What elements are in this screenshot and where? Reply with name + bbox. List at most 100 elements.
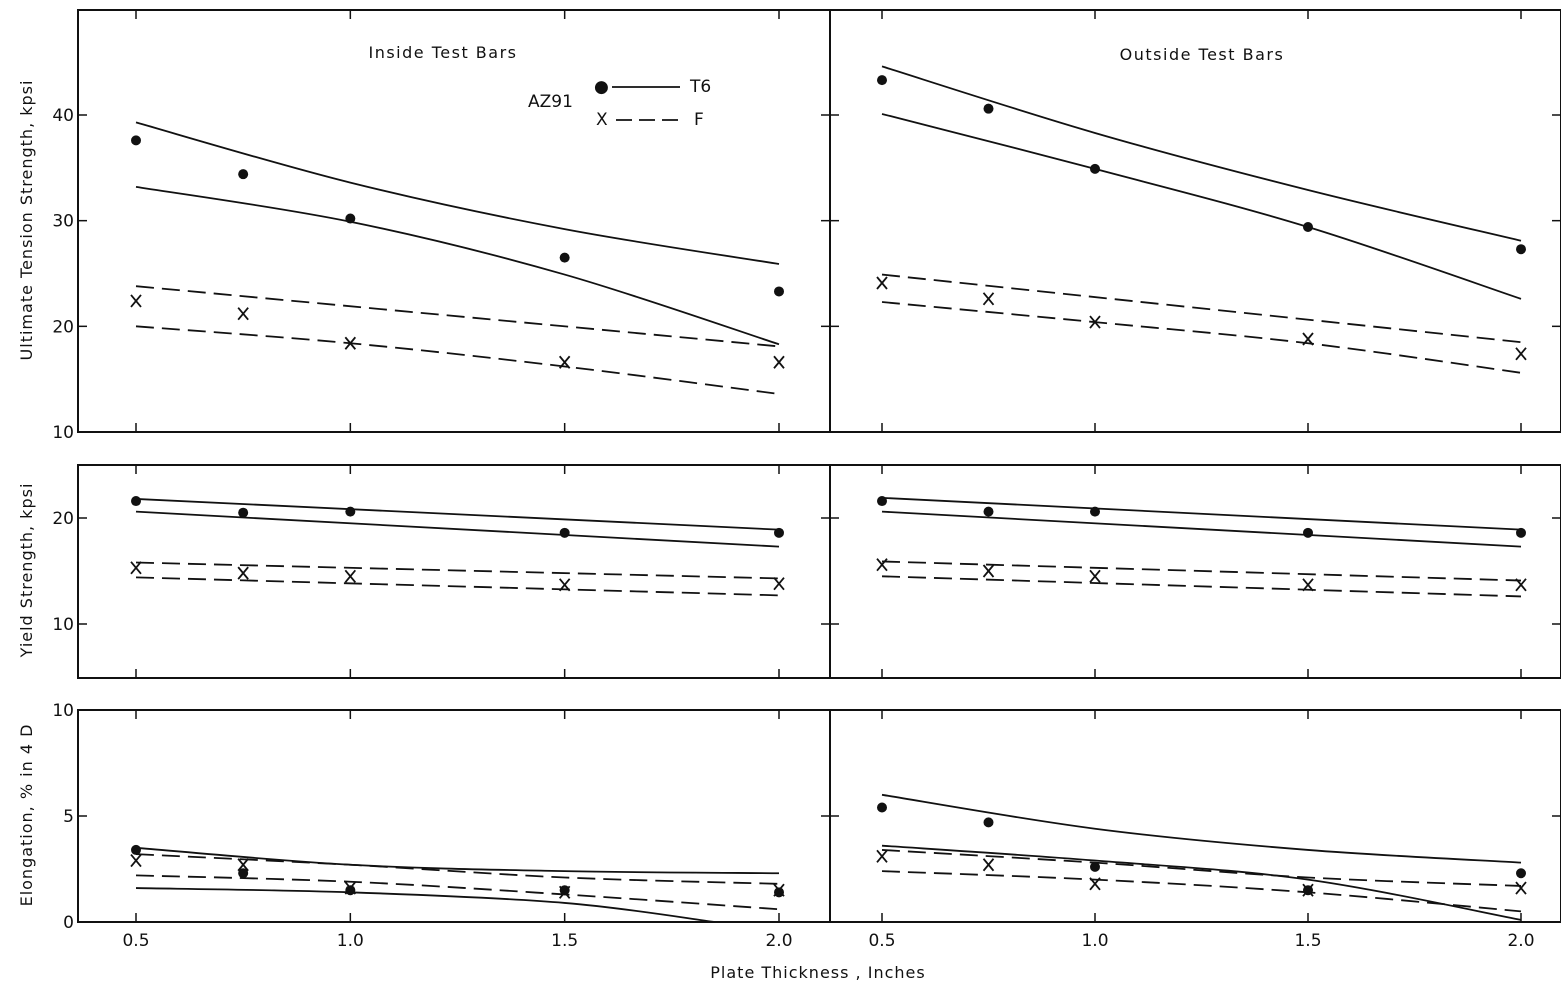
fit-line-f-ys-1-2 bbox=[881, 560, 1522, 582]
point-f bbox=[1302, 578, 1314, 592]
point-f bbox=[1515, 347, 1527, 361]
fit-line-t6-el-0-0 bbox=[135, 846, 780, 875]
point-f bbox=[876, 558, 888, 572]
point-t6 bbox=[131, 844, 141, 855]
point-t6 bbox=[1090, 861, 1100, 872]
y-axis-title-ys: Yield Strength, kpsi bbox=[17, 483, 36, 659]
y-axis-title-el: Elongation, % in 4 D bbox=[17, 724, 36, 907]
point-t6 bbox=[238, 507, 249, 518]
y-tick-label-el: 10 bbox=[52, 701, 74, 721]
fit-line-t6-ys-1-0 bbox=[881, 496, 1522, 531]
point-t6 bbox=[774, 286, 784, 297]
point-f bbox=[773, 577, 785, 591]
fit-line-t6-uts-0-1 bbox=[135, 185, 780, 346]
fit-line-f-uts-0-2 bbox=[135, 285, 780, 348]
point-f bbox=[982, 564, 995, 578]
point-f bbox=[1302, 332, 1314, 346]
point-t6 bbox=[774, 527, 784, 538]
point-f bbox=[558, 578, 571, 592]
panel-frame-uts-1 bbox=[829, 9, 1561, 433]
y-tick-label-uts: 40 bbox=[52, 106, 74, 126]
x-tick-label: 1.5 bbox=[1294, 931, 1321, 951]
point-f bbox=[558, 885, 571, 899]
y-tick-label-uts: 20 bbox=[52, 317, 74, 337]
point-f bbox=[237, 307, 249, 321]
legend: AZ91 ● T6 X F bbox=[528, 77, 711, 130]
point-f bbox=[1515, 881, 1527, 895]
point-t6 bbox=[345, 885, 356, 896]
point-f bbox=[237, 858, 249, 872]
point-t6 bbox=[345, 506, 356, 517]
panel-frame-el-1 bbox=[829, 709, 1561, 923]
legend-f-label: F bbox=[694, 110, 704, 130]
point-f bbox=[982, 292, 995, 306]
point-t6 bbox=[1303, 222, 1313, 233]
point-t6 bbox=[238, 868, 249, 879]
point-t6 bbox=[559, 527, 570, 538]
point-f bbox=[1515, 578, 1527, 592]
fit-line-t6-ys-1-1 bbox=[881, 510, 1522, 548]
legend-alloy: AZ91 bbox=[528, 92, 573, 112]
y-tick-label-uts: 30 bbox=[52, 212, 74, 232]
panel-frame-uts-0 bbox=[77, 9, 831, 433]
x-tick-label: 0.5 bbox=[122, 931, 149, 951]
fit-line-t6-ys-0-1 bbox=[135, 510, 780, 548]
fit-line-t6-el-1-1 bbox=[881, 844, 1522, 921]
point-t6 bbox=[877, 496, 887, 507]
point-f bbox=[558, 355, 571, 369]
point-f bbox=[773, 883, 785, 897]
fit-line-f-ys-0-3 bbox=[135, 576, 780, 597]
x-tick-label: 1.0 bbox=[337, 931, 364, 951]
point-f bbox=[1089, 569, 1101, 583]
fit-curves bbox=[135, 65, 1522, 923]
point-f bbox=[130, 294, 142, 308]
point-t6 bbox=[983, 103, 994, 114]
point-t6 bbox=[559, 252, 570, 263]
point-t6 bbox=[983, 506, 994, 517]
x-axis-title: Plate Thickness , Inches bbox=[710, 963, 925, 982]
point-f bbox=[1302, 883, 1314, 897]
point-t6 bbox=[1516, 527, 1526, 538]
legend-f-symbol: X bbox=[596, 110, 608, 130]
point-f bbox=[876, 276, 888, 290]
fit-line-f-uts-1-3 bbox=[881, 301, 1522, 374]
point-t6 bbox=[877, 75, 887, 86]
y-axis-titles: Ultimate Tension Strength, kpsi Yield St… bbox=[17, 80, 36, 907]
point-f bbox=[130, 853, 142, 868]
legend-t6-label: T6 bbox=[689, 77, 711, 97]
x-tick-label: 0.5 bbox=[868, 931, 895, 951]
point-t6 bbox=[1090, 163, 1100, 174]
fit-line-f-el-0-2 bbox=[135, 853, 780, 885]
point-t6 bbox=[559, 885, 570, 896]
point-t6 bbox=[131, 135, 141, 146]
point-f bbox=[344, 881, 357, 895]
x-tick-label: 2.0 bbox=[765, 931, 792, 951]
y-tick-label-el: 0 bbox=[63, 913, 74, 933]
x-tick-label: 1.0 bbox=[1081, 931, 1108, 951]
panel-frame-el-0 bbox=[77, 709, 831, 923]
legend-t6-symbol: ● bbox=[594, 77, 609, 97]
y-tick-label-ys: 10 bbox=[52, 615, 74, 635]
point-t6 bbox=[131, 496, 141, 507]
point-f bbox=[876, 849, 888, 863]
panel-frames: 10 20 30 40 10 20 0 5 10 0.5 1.0 1.5 2.0 0.5 1.0 1.5 2.0 bbox=[52, 9, 1561, 951]
panel-frame-ys-0 bbox=[77, 464, 831, 679]
point-f bbox=[1089, 315, 1101, 329]
panel-frame-ys-1 bbox=[829, 464, 1561, 679]
point-t6 bbox=[983, 817, 994, 828]
panel-title-outside: Outside Test Bars bbox=[1120, 45, 1285, 64]
point-f bbox=[130, 561, 142, 575]
fit-line-f-ys-1-3 bbox=[881, 575, 1522, 598]
fit-line-t6-uts-1-0 bbox=[881, 65, 1522, 242]
point-f bbox=[773, 355, 785, 369]
point-t6 bbox=[1516, 868, 1526, 879]
fit-line-t6-uts-1-1 bbox=[881, 113, 1522, 300]
point-f bbox=[344, 569, 357, 583]
point-t6 bbox=[1303, 527, 1313, 538]
x-tick-label: 2.0 bbox=[1507, 931, 1534, 951]
fit-line-f-el-1-2 bbox=[881, 849, 1522, 887]
point-f bbox=[1089, 877, 1101, 891]
y-tick-label-ys: 20 bbox=[52, 509, 74, 529]
fit-line-f-uts-1-2 bbox=[881, 273, 1522, 344]
